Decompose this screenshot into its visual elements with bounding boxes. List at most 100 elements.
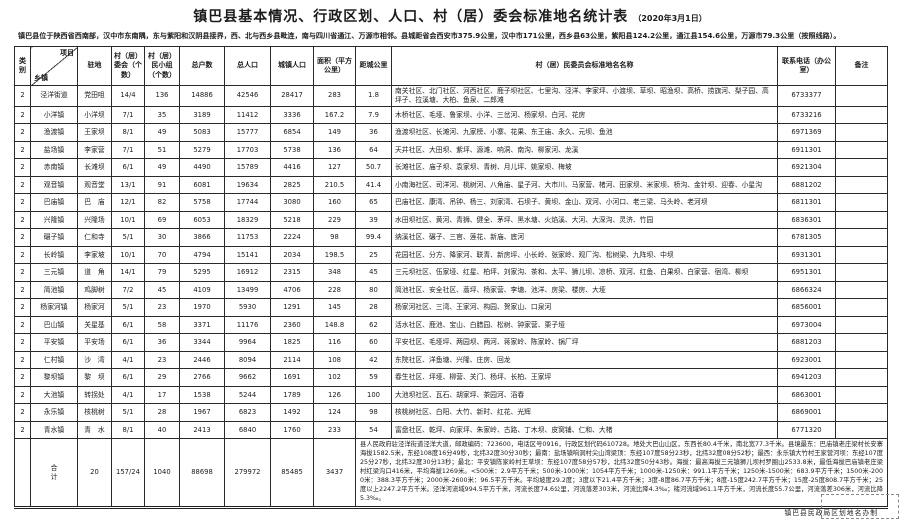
cell-area: 108 — [313, 350, 356, 370]
cell-station: 黎 坝 — [77, 368, 112, 387]
header-population: 总人口 — [224, 46, 271, 86]
cell-phone: 6881203 — [777, 333, 836, 352]
cell-category: 2 — [14, 280, 31, 300]
credit-line: 镇巴县民政局区划地名办制 — [784, 509, 878, 517]
cell-committees: 10/1 — [111, 210, 145, 230]
cell-area: 148.8 — [313, 315, 356, 335]
header-names: 村（居）民委员会标准地名名称 — [391, 46, 778, 86]
table-row: 2 渔渡镇 王家坝 8/1 49 5083 15777 6854 149 36 … — [14, 123, 888, 142]
cell-committees: 8/1 — [111, 420, 145, 440]
cell-groups: 82 — [144, 193, 180, 212]
table-row: 2 长岭镇 李家坡 10/1 70 4794 15141 2034 198.5 … — [14, 245, 888, 265]
total-population: 279972 — [224, 438, 271, 508]
cell-remark — [835, 368, 888, 387]
cell-population: 17744 — [224, 193, 271, 212]
cell-station: 巴 庙 — [77, 193, 112, 212]
cell-households: 5083 — [179, 123, 225, 142]
cell-station: 转拐处 — [77, 385, 112, 405]
table-row: 2 兴隆镇 兴隆场 10/1 69 6053 18329 5218 229 39… — [14, 210, 888, 230]
cell-category: 2 — [14, 368, 31, 387]
cell-distance: 50.7 — [355, 158, 392, 177]
cell-remark — [835, 175, 888, 195]
county-description: 镇巴县位于陕西省西南部，汉中市东南隅，东与紫阳和汉阴县接界，西、北与西乡县毗连，… — [18, 31, 841, 40]
cell-category: 2 — [14, 385, 31, 405]
cell-remark — [835, 315, 888, 335]
cell-urban: 1825 — [270, 333, 314, 352]
cell-population: 8094 — [224, 350, 271, 370]
table-row: 2 大池镇 转拐处 4/1 17 1538 5244 1789 126 100 … — [14, 385, 888, 405]
cell-groups: 36 — [144, 333, 180, 352]
header-urban: 城镇人口 — [270, 46, 314, 86]
cell-population: 6823 — [224, 403, 271, 422]
table-row: 2 盐场镇 李家营 7/1 51 5279 17703 5738 136 64 … — [14, 140, 888, 160]
cell-committees: 13/1 — [111, 175, 145, 195]
cell-area: 116 — [313, 333, 356, 352]
cell-station: 平安场 — [77, 333, 112, 352]
cell-urban: 1760 — [270, 420, 314, 440]
cell-town: 青水镇 — [30, 420, 78, 440]
cell-town: 永乐镇 — [30, 403, 78, 422]
cell-station: 李家营 — [77, 140, 112, 160]
cell-phone: 6869001 — [777, 403, 836, 422]
cell-village-names: 花园社区、分方、降家河、联青、新房坪、小长岭、张家岭、观厂沟、松树梁、九阵坝、中… — [391, 245, 778, 265]
cell-town: 平安镇 — [30, 333, 78, 352]
cell-urban: 1691 — [270, 368, 314, 387]
cell-town: 泾洋街道 — [30, 85, 78, 107]
cell-village-names: 小南海社区、司洋河、桃树河、八角庙、星子河、大市川、马家营、楮河、田家坝、米家坝… — [391, 175, 778, 195]
cell-town: 杨家河镇 — [30, 298, 78, 317]
header-area: 面积（平方公里） — [313, 46, 356, 86]
cell-village-names: 三元坝社区、伍家垭、红星、柏坪、刘家沟、茶和、太平、狮儿坝、凉桥、双河、红鱼、白… — [391, 263, 778, 282]
cell-village-names: 核桃树社区、白阳、大竹、新时、红花、光辉 — [391, 403, 778, 422]
table-row: 2 赤南镇 长滩坝 6/1 49 4490 15789 4416 127 50.… — [14, 158, 888, 177]
cell-households: 1538 — [179, 385, 225, 405]
cell-urban: 1492 — [270, 403, 314, 422]
title-block: 镇巴县基本情况、行政区划、人口、村（居）委会标准地名统计表 （2020年3月1日… — [0, 0, 900, 26]
table-row: 2 青水镇 青 水 8/1 40 2413 6840 1760 233 54 富… — [14, 420, 888, 440]
cell-town: 观音镇 — [30, 175, 78, 195]
cell-village-names: 大池坝社区、瓦石、胡家坪、茶园河、滔春 — [391, 385, 778, 405]
cell-households: 4490 — [179, 158, 225, 177]
cell-town: 巴山镇 — [30, 315, 78, 335]
cell-households: 3344 — [179, 333, 225, 352]
cell-area: 127 — [313, 158, 356, 177]
cell-category: 2 — [14, 228, 31, 247]
cell-remark — [835, 193, 888, 212]
cell-village-names: 木桥社区、毛垭、鲁家坝、小洋、三岔河、杨家坝、白河、花房 — [391, 105, 778, 125]
cell-phone: 6866324 — [777, 280, 836, 300]
cell-population: 13499 — [224, 280, 271, 300]
total-urban: 85485 — [270, 438, 314, 508]
cell-town: 兴隆镇 — [30, 210, 78, 230]
cell-groups: 17 — [144, 385, 180, 405]
cell-town: 碾子镇 — [30, 228, 78, 247]
county-footnote: 县人民政府驻泾洋街道泾洋大道，邮政编码：723600，电话区号0916，行政区划… — [355, 438, 888, 508]
cell-town: 小洋镇 — [30, 105, 78, 125]
cell-phone: 6811301 — [777, 193, 836, 212]
cell-town: 长岭镇 — [30, 245, 78, 265]
cell-groups: 51 — [144, 140, 180, 160]
cell-urban: 5738 — [270, 140, 314, 160]
cell-committees: 6/1 — [111, 368, 145, 387]
cell-remark — [835, 158, 888, 177]
cell-population: 9662 — [224, 368, 271, 387]
cell-town: 渔渡镇 — [30, 123, 78, 142]
cell-population: 17703 — [224, 140, 271, 160]
cell-urban: 2224 — [270, 228, 314, 247]
cell-groups: 58 — [144, 315, 180, 335]
cell-phone: 6923001 — [777, 350, 836, 370]
total-label: 合 计 — [30, 438, 78, 508]
cell-area: 198.5 — [313, 245, 356, 265]
cell-area: 283 — [313, 85, 356, 107]
cell-category: 2 — [14, 158, 31, 177]
cell-phone: 6733216 — [777, 105, 836, 125]
cell-groups: 30 — [144, 228, 180, 247]
cell-area: 167.2 — [313, 105, 356, 125]
cell-category: 2 — [14, 403, 31, 422]
cell-remark — [835, 350, 888, 370]
table-row: 2 小洋镇 小洋坝 7/1 35 3189 11412 3336 167.2 7… — [14, 105, 888, 125]
header-distance: 距城公里 — [355, 46, 392, 86]
cell-committees: 7/2 — [111, 280, 145, 300]
cell-households: 5295 — [179, 263, 225, 282]
cell-village-names: 水田坝社区、黄河、青狮、健全、茅坪、黑水塘、火焰溪、大河、大深沟、灵济、竹园 — [391, 210, 778, 230]
cell-households: 3866 — [179, 228, 225, 247]
